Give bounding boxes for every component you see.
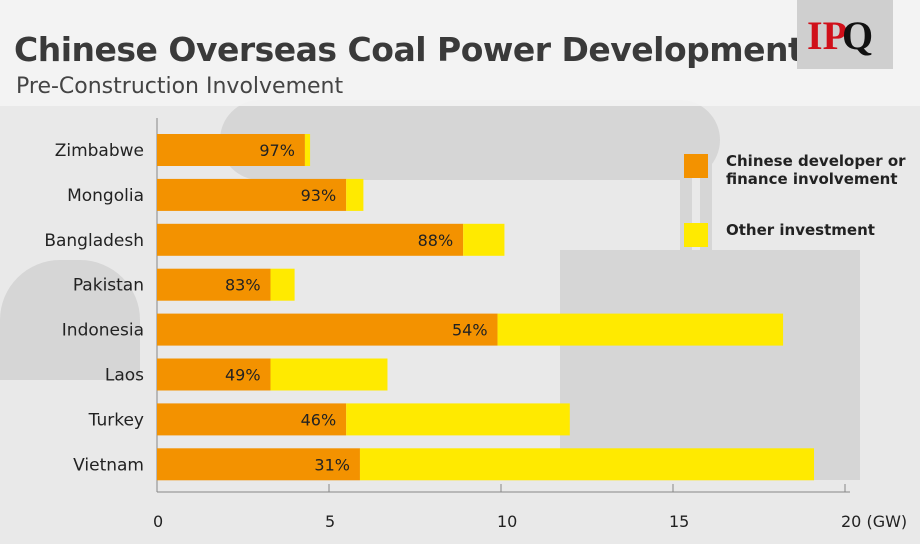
bar-other-turkey <box>346 403 570 436</box>
background-factory <box>560 250 860 480</box>
data-label: 49% <box>225 366 261 385</box>
x-tick-label: 10 <box>497 512 517 531</box>
ipq-logo: IP Q <box>797 0 893 69</box>
bar-other-bangladesh <box>463 223 505 256</box>
bar-other-pakistan <box>270 268 295 301</box>
background-machine <box>0 260 140 380</box>
category-label: Turkey <box>88 410 144 430</box>
data-label: 93% <box>301 186 337 205</box>
x-tick-label: 5 <box>325 512 335 531</box>
logo-text-black: Q <box>842 13 874 58</box>
bar-other-zimbabwe <box>304 134 311 166</box>
category-label: Indonesia <box>62 321 144 341</box>
data-label: 88% <box>418 231 454 250</box>
bar-chinese-zimbabwe <box>157 134 305 166</box>
x-tick-label: 15 <box>669 512 689 531</box>
legend-label: Chinese developer or <box>726 152 906 170</box>
data-label: 54% <box>452 321 488 340</box>
data-label: 46% <box>301 410 337 429</box>
bar-chinese-mongolia <box>157 178 347 211</box>
x-tick-label: 0 <box>153 512 163 531</box>
data-label: 97% <box>259 141 295 160</box>
category-label: Mongolia <box>67 186 144 206</box>
bar-chinese-vietnam <box>157 448 360 481</box>
bar-other-mongolia <box>346 178 364 211</box>
category-label: Zimbabwe <box>55 141 144 161</box>
logo-text-red: IP <box>807 13 847 58</box>
legend-item-chinese: Chinese developer or finance involvement <box>684 152 906 188</box>
category-label: Laos <box>105 366 144 386</box>
legend-swatch-yellow <box>684 223 708 247</box>
category-label: Bangladesh <box>44 231 144 251</box>
bar-chinese-turkey <box>157 403 347 436</box>
bar-other-laos <box>270 358 388 391</box>
category-label: Vietnam <box>73 455 144 475</box>
bar-chinese-pakistan <box>157 268 271 301</box>
x-tick-label: 20 (GW) <box>841 512 907 531</box>
data-label: 83% <box>225 276 261 295</box>
legend-label: finance involvement <box>726 170 898 188</box>
bar-chinese-laos <box>157 358 271 391</box>
category-label: Pakistan <box>73 276 144 296</box>
header: Chinese Overseas Coal Power Development … <box>0 0 920 106</box>
legend-swatch-orange <box>684 154 708 178</box>
page-subtitle: Pre-Construction Involvement <box>16 74 344 99</box>
bar-chinese-bangladesh <box>157 223 464 256</box>
data-label: 31% <box>314 455 350 474</box>
bar-other-indonesia <box>497 313 784 346</box>
legend-item-other: Other investment <box>684 221 875 247</box>
bar-other-vietnam <box>359 448 815 481</box>
legend-label: Other investment <box>726 221 875 239</box>
bar-chinese-indonesia <box>157 313 498 346</box>
page-title: Chinese Overseas Coal Power Development <box>14 30 804 69</box>
